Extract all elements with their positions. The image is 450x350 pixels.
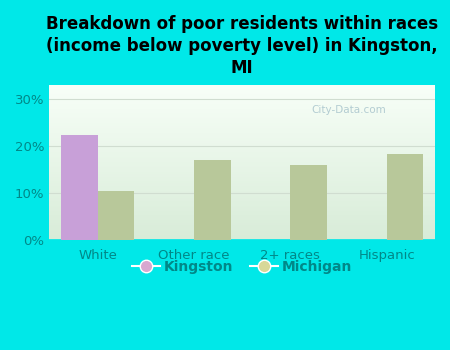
Bar [387,154,423,240]
Bar [98,191,134,240]
Title: Breakdown of poor residents within races
(income below poverty level) in Kingsto: Breakdown of poor residents within races… [46,15,438,77]
Text: City-Data.com: City-Data.com [311,105,387,114]
Bar [61,135,98,240]
Bar [194,160,230,240]
Legend: Kingston, Michigan: Kingston, Michigan [126,255,358,280]
Bar [290,164,327,240]
